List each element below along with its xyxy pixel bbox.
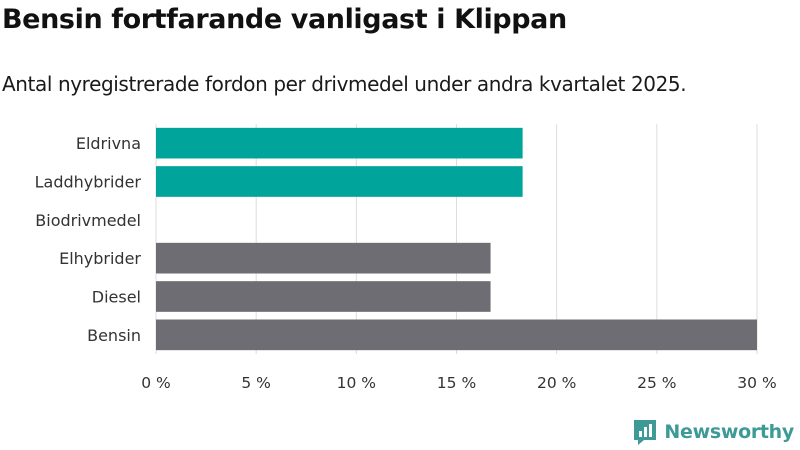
category-label: Diesel (92, 288, 141, 307)
chart-subtitle: Antal nyregistrerade fordon per drivmede… (2, 72, 687, 96)
x-axis-ticks: 0 % 5 % 10 % 15 % 20 % 25 % 30 % (141, 374, 776, 392)
x-tick-label: 10 % (337, 374, 376, 392)
bars (156, 127, 757, 351)
category-labels: Eldrivna Laddhybrider Biodrivmedel Elhybrid… (35, 134, 142, 345)
category-label: Eldrivna (76, 134, 141, 153)
x-tick-label: 25 % (637, 374, 676, 392)
category-label: Bensin (87, 326, 141, 345)
x-tick-label: 20 % (537, 374, 576, 392)
bar (156, 281, 491, 312)
gridlines (155, 124, 758, 354)
x-tick-label: 0 % (141, 374, 171, 392)
brand-name: Newsworthy (664, 421, 794, 443)
category-label: Elhybrider (59, 249, 141, 268)
x-tick-label: 15 % (437, 374, 476, 392)
brand-logo: Newsworthy (632, 418, 794, 446)
category-label: Laddhybrider (35, 173, 142, 192)
bar (156, 166, 523, 197)
bar (156, 127, 523, 159)
chart-title: Bensin fortfarande vanligast i Klippan (2, 4, 567, 35)
x-tick-label: 30 % (737, 374, 776, 392)
bar (156, 319, 757, 351)
x-tick-label: 5 % (241, 374, 271, 392)
newsworthy-logo-icon (634, 420, 657, 445)
bar (156, 242, 491, 274)
category-label: Biodrivmedel (35, 211, 141, 230)
